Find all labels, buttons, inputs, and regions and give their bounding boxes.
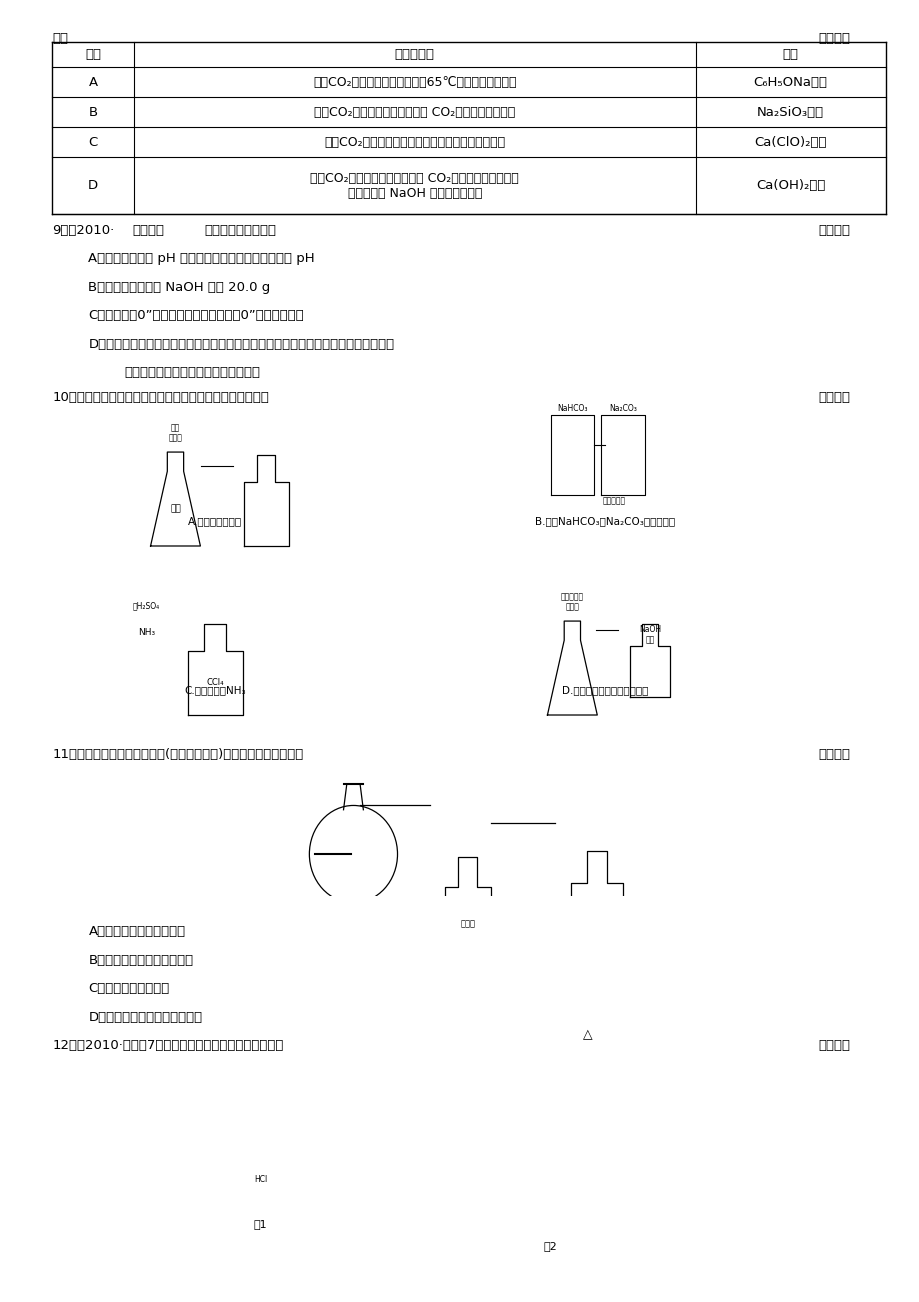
Text: 通入CO₂，溶液变浑浊。继续通 CO₂至过量，浑浊消失。: 通入CO₂，溶液变浑浊。继续通 CO₂至过量，浑浊消失。 xyxy=(310,172,518,185)
Text: C.吸收多余的NH₃: C.吸收多余的NH₃ xyxy=(185,685,246,695)
Text: C．锤和稀硫酸制氢气: C．锤和稀硫酸制氢气 xyxy=(88,982,170,995)
Text: （　　）: （ ） xyxy=(817,224,849,237)
Text: 图2: 图2 xyxy=(543,1241,557,1251)
Text: 操作及现象: 操作及现象 xyxy=(394,48,434,61)
Text: A．将用水润湿的 pH 试纸浸入稀盐酸溶液测定溶液的 pH: A．将用水润湿的 pH 试纸浸入稀盐酸溶液测定溶液的 pH xyxy=(88,253,315,266)
Text: 饱和
食盐水: 饱和 食盐水 xyxy=(168,423,182,443)
Text: 9．（2010·: 9．（2010· xyxy=(52,224,114,237)
Text: 选项: 选项 xyxy=(85,48,101,61)
Text: （　　）: （ ） xyxy=(817,1039,849,1052)
Text: NH₃: NH₃ xyxy=(138,628,155,637)
Text: B.比较NaHCO₃、Na₂CO₃的热稳定性: B.比较NaHCO₃、Na₂CO₃的热稳定性 xyxy=(534,516,675,526)
Text: 通入CO₂，溶液变浑浊。再加入品红溶液，红色褪去: 通入CO₂，溶液变浑浊。再加入品红溶液，红色褪去 xyxy=(323,135,505,148)
Text: 再加入足量 NaOH 溶液，又变浑浊: 再加入足量 NaOH 溶液，又变浑浊 xyxy=(347,187,482,201)
Text: D．硫化亚铁与稀硫酸制硫化氢: D．硫化亚铁与稀硫酸制硫化氢 xyxy=(88,1010,202,1023)
Text: 浓硫酸: 浓硫酸 xyxy=(460,919,474,928)
Text: 乙醇、乙酸
浓硫酸: 乙醇、乙酸 浓硫酸 xyxy=(561,592,584,612)
Text: 电石: 电石 xyxy=(170,504,181,513)
Text: Ca(ClO)₂溶液: Ca(ClO)₂溶液 xyxy=(754,135,826,148)
Text: C₆H₅ONa溶液: C₆H₅ONa溶液 xyxy=(753,76,827,89)
Text: （　　）: （ ） xyxy=(817,749,849,762)
Text: D.实验室中制取少量乙酸乙酯: D.实验室中制取少量乙酸乙酯 xyxy=(562,685,648,695)
Text: D: D xyxy=(88,180,98,193)
Text: 10．用下列实验装置完成对应的实验，能达到实验目的的是: 10．用下列实验装置完成对应的实验，能达到实验目的的是 xyxy=(52,391,269,404)
Text: CCl₄: CCl₄ xyxy=(206,678,224,687)
Text: C．滴定管的0”刻度线在上部，而量筒的0”刻度线在下部: C．滴定管的0”刻度线在上部，而量筒的0”刻度线在下部 xyxy=(88,310,304,323)
Text: 12．（2010·江苏，7）下列有关实验原理或操作正确的是: 12．（2010·江苏，7）下列有关实验原理或操作正确的是 xyxy=(52,1039,283,1052)
Text: Na₂SiO₃溶液: Na₂SiO₃溶液 xyxy=(756,105,823,118)
Text: C: C xyxy=(88,135,97,148)
Text: B．用托盘天平称取 NaOH 固体 20.0 g: B．用托盘天平称取 NaOH 固体 20.0 g xyxy=(88,281,270,294)
Text: 澄清石灰水: 澄清石灰水 xyxy=(602,496,625,505)
Text: ）下列叙述正确的是: ）下列叙述正确的是 xyxy=(204,224,277,237)
Text: 稀H₂SO₄: 稀H₂SO₄ xyxy=(132,602,160,611)
Text: D．在配制一定物质的量浓度的溶液时，定容后，经摇匀发现液面低于刻度线，此时无: D．在配制一定物质的量浓度的溶液时，定容后，经摇匀发现液面低于刻度线，此时无 xyxy=(88,337,394,350)
Text: B: B xyxy=(88,105,97,118)
Text: 镇江中学: 镇江中学 xyxy=(131,224,164,237)
Text: 通入CO₂溶液变浑浊。再升温至65℃以上，溶液变澄清: 通入CO₂溶液变浑浊。再升温至65℃以上，溶液变澄清 xyxy=(312,76,516,89)
Text: HCl: HCl xyxy=(254,1176,267,1184)
Text: Ca(OH)₂溶液: Ca(OH)₂溶液 xyxy=(755,180,824,193)
Text: NaOH
溶液: NaOH 溶液 xyxy=(639,625,661,644)
Text: 需再加入蒸馏水使其液面与刻度线水平: 需再加入蒸馏水使其液面与刻度线水平 xyxy=(125,366,260,379)
Text: （　　）: （ ） xyxy=(817,391,849,404)
Text: A.制取并收集乙块: A.制取并收集乙块 xyxy=(188,516,242,526)
Text: （　　）: （ ） xyxy=(817,31,849,44)
Text: NaHCO₃: NaHCO₃ xyxy=(557,404,587,413)
Text: A．铜和稀确酸制一氧化氮: A．铜和稀确酸制一氧化氮 xyxy=(88,926,186,939)
Text: 图1: 图1 xyxy=(254,1219,267,1229)
Text: 通入CO₂，溶液变浑浊。继续通 CO₂至过量，浑浊消失: 通入CO₂，溶液变浑浊。继续通 CO₂至过量，浑浊消失 xyxy=(313,105,515,118)
Text: 11．可用如下图所示装置制取(必要时可加热)、净化、收集的气体是: 11．可用如下图所示装置制取(必要时可加热)、净化、收集的气体是 xyxy=(52,749,303,762)
Text: 的是: 的是 xyxy=(52,31,68,44)
Text: B．氯化钓与浓硫酸制氯化氢: B．氯化钓与浓硫酸制氯化氢 xyxy=(88,954,193,967)
Text: 溶液: 溶液 xyxy=(782,48,798,61)
Text: Na₂CO₃: Na₂CO₃ xyxy=(608,404,636,413)
Text: A: A xyxy=(88,76,97,89)
Text: △: △ xyxy=(583,1029,592,1042)
